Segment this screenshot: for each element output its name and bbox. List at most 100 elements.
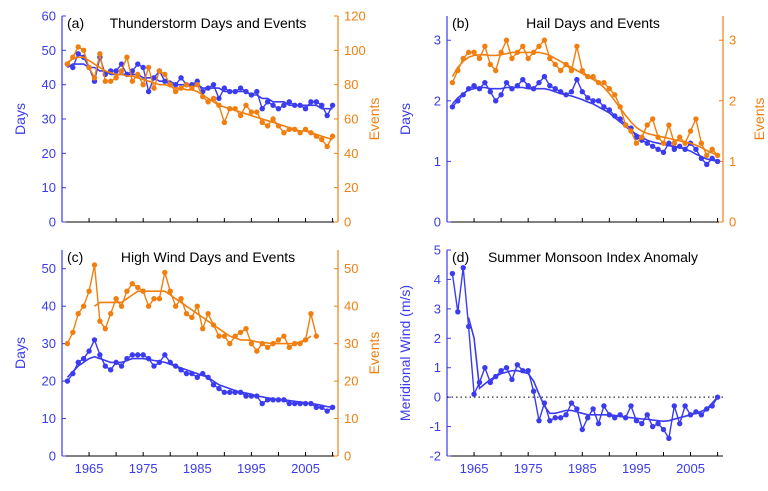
data-point <box>129 281 136 287</box>
data-point <box>329 102 336 108</box>
data-point <box>503 365 510 371</box>
data-point <box>622 122 629 128</box>
data-point <box>493 67 499 74</box>
data-point <box>687 128 694 134</box>
data-point <box>612 92 618 98</box>
data-point <box>286 400 292 407</box>
data-point <box>80 303 87 309</box>
data-point <box>64 340 71 347</box>
data-point <box>118 61 125 67</box>
data-point <box>471 82 477 89</box>
data-point <box>118 363 125 369</box>
data-point <box>259 106 265 112</box>
data-point <box>145 64 152 71</box>
y-left-axis-label: Days <box>12 337 28 369</box>
data-point <box>108 367 114 373</box>
data-point <box>579 426 585 433</box>
data-point <box>628 403 634 409</box>
data-point <box>493 98 499 104</box>
data-point <box>227 389 233 396</box>
data-point <box>151 85 157 91</box>
data-point <box>709 146 715 152</box>
data-point <box>281 333 287 339</box>
data-point <box>172 88 179 95</box>
data-point <box>64 378 71 384</box>
data-point <box>75 359 81 366</box>
data-point <box>536 43 542 49</box>
data-point <box>162 352 168 358</box>
x-tick-label: 2005 <box>291 461 320 476</box>
data-point <box>579 89 585 95</box>
data-point <box>704 152 710 159</box>
y-left-tick-label: 0 <box>49 215 56 230</box>
panel-d: -2 -1 0 1 2 3 4 5 1965 1975 1985 1995 2005 (d) Summer … <box>397 243 723 476</box>
data-point <box>221 389 228 396</box>
data-point <box>302 106 309 112</box>
data-point <box>216 385 222 392</box>
panel-label: (d) <box>452 249 469 265</box>
y-left-tick-label: 0 <box>434 390 441 405</box>
data-point <box>243 102 249 108</box>
data-point <box>248 109 255 115</box>
data-point <box>530 388 537 394</box>
data-point <box>227 340 233 347</box>
data-point <box>194 303 200 309</box>
y-left-tick-label: 40 <box>42 77 56 92</box>
data-point <box>210 95 217 102</box>
data-point <box>86 288 92 294</box>
data-point <box>243 325 249 332</box>
y-left-tick-label: 2 <box>434 331 441 346</box>
data-point <box>205 310 211 317</box>
y-right-tick-label: 20 <box>344 180 358 195</box>
y-left-tick-label: 5 <box>434 243 441 258</box>
data-point <box>590 73 596 80</box>
data-point <box>189 314 195 321</box>
y-right-tick-label: 1 <box>729 154 736 169</box>
data-point <box>628 128 634 134</box>
data-point <box>270 116 276 122</box>
data-point <box>124 288 130 294</box>
y-left-axis-label: Days <box>397 103 413 135</box>
data-point <box>200 325 206 332</box>
data-point <box>509 55 515 62</box>
data-point <box>97 51 103 57</box>
panel-title: Hail Days and Events <box>526 15 660 31</box>
y-right-tick-label: 80 <box>344 77 358 92</box>
data-point <box>145 88 152 95</box>
data-point <box>86 64 92 71</box>
data-point <box>216 95 222 102</box>
data-point <box>275 337 282 343</box>
data-point <box>552 86 558 92</box>
data-point <box>286 99 292 105</box>
data-point <box>102 78 108 84</box>
data-point <box>601 79 607 86</box>
x-tick-label: 2005 <box>676 461 705 476</box>
data-point <box>286 344 292 351</box>
series-line-left-annual <box>451 75 718 166</box>
data-point <box>319 136 325 143</box>
panel-b: 0 1 2 3 0 1 2 3 (b) Hail Days and Events Days Event… <box>397 15 767 230</box>
data-point <box>162 71 168 78</box>
data-point <box>270 102 276 108</box>
data-point <box>259 119 265 126</box>
y-left-axis-label: Meridional Wind (m/s) <box>397 285 413 421</box>
data-point <box>308 310 314 317</box>
data-point <box>595 420 602 427</box>
data-point <box>568 67 575 74</box>
data-point <box>113 68 119 74</box>
data-point <box>671 146 677 152</box>
y-left-tick-label: 10 <box>42 411 56 426</box>
y-right-axis-label: Events <box>366 332 382 375</box>
data-point <box>595 98 602 104</box>
y-left-tick-label: 30 <box>42 112 56 127</box>
y-left-tick-label: 60 <box>42 9 56 24</box>
panel-label: (b) <box>452 15 469 31</box>
panel-c: 0 10 20 30 40 50 0 10 20 30 40 50 1965 1975 1985 1995 20… <box>12 249 382 476</box>
series-line-right-annual <box>66 45 334 148</box>
panel-title: Thunderstorm Days and Events <box>110 15 307 31</box>
data-point <box>487 61 493 68</box>
data-point <box>465 49 472 56</box>
data-point <box>313 333 320 339</box>
data-point <box>487 89 493 95</box>
